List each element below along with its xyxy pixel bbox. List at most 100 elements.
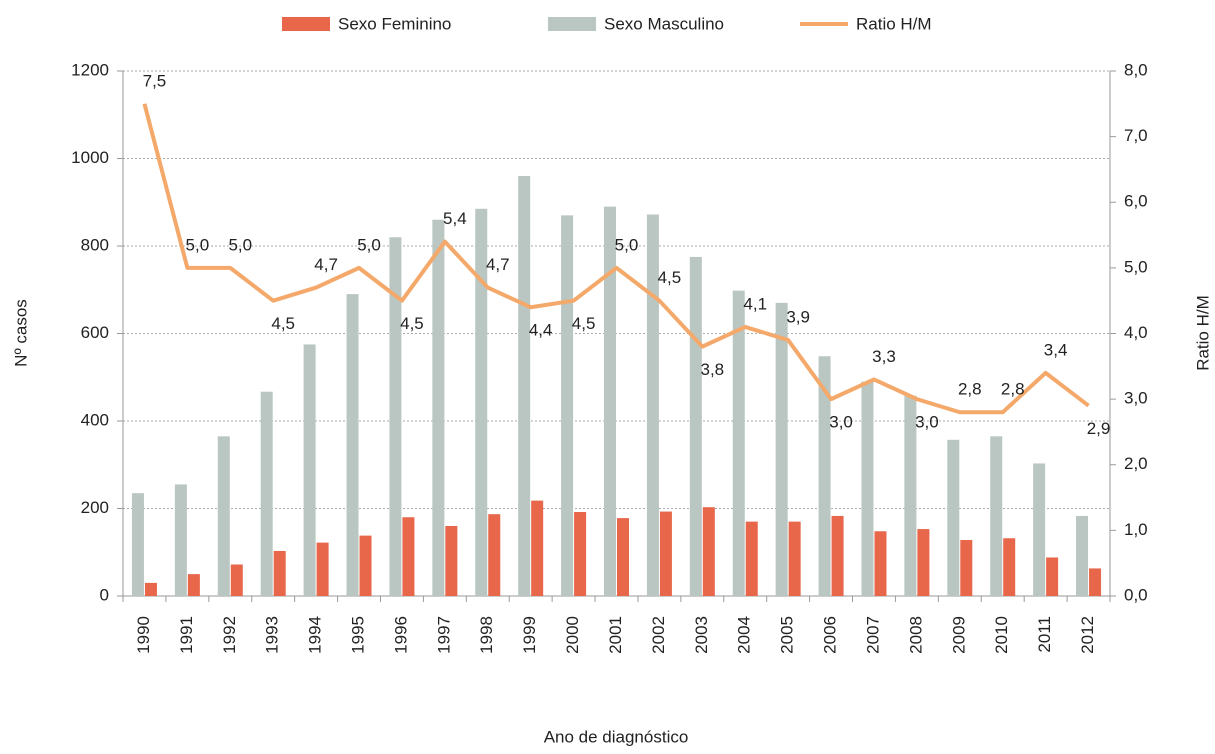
data-label: 3,0 — [829, 413, 853, 432]
ratio-line — [142, 103, 1090, 415]
legend-swatch — [282, 17, 330, 31]
data-label: 5,0 — [615, 235, 639, 254]
bar — [917, 529, 930, 596]
bar — [230, 564, 243, 596]
data-label: 4,7 — [486, 255, 510, 274]
bar — [174, 484, 187, 596]
x-tick-label: 1996 — [391, 616, 410, 654]
data-label: 5,0 — [186, 235, 210, 254]
x-tick-label: 2011 — [1035, 616, 1054, 653]
y2-tick-label: 1,0 — [1124, 520, 1148, 539]
y-tick-label: 1000 — [71, 148, 109, 167]
x-tick-label: 2007 — [863, 616, 882, 654]
legend-label: Sexo Masculino — [604, 14, 724, 33]
y2-tick-label: 3,0 — [1124, 389, 1148, 408]
bar — [359, 535, 372, 596]
bar — [346, 294, 359, 596]
data-label: 3,8 — [701, 360, 725, 379]
x-tick-label: 1995 — [349, 616, 368, 654]
y2-tick-label: 5,0 — [1124, 257, 1148, 276]
bar — [389, 237, 402, 596]
y2-axis-title: Ratio H/M — [1193, 295, 1212, 371]
x-tick-label: 1990 — [134, 616, 153, 654]
data-label: 4,5 — [400, 314, 424, 333]
y2-tick-label: 4,0 — [1124, 323, 1148, 342]
bar — [775, 302, 788, 596]
bar — [531, 500, 544, 596]
data-label: 4,5 — [572, 314, 596, 333]
bar — [788, 521, 801, 596]
data-label: 2,8 — [958, 380, 982, 399]
data-label: 4,5 — [271, 314, 295, 333]
x-tick-label: 1994 — [306, 616, 325, 654]
bar — [1089, 568, 1102, 596]
x-tick-label: 2010 — [992, 616, 1011, 654]
bar — [745, 521, 758, 596]
data-label: 5,4 — [443, 209, 467, 228]
x-tick-label: 2000 — [563, 616, 582, 654]
data-label: 2,8 — [1001, 380, 1025, 399]
data-label: 4,5 — [658, 268, 682, 287]
bar — [574, 512, 587, 596]
data-label: 4,4 — [529, 321, 553, 340]
bar — [617, 518, 629, 596]
x-tick-label: 1993 — [263, 616, 282, 654]
bar — [303, 344, 316, 596]
data-label: 5,0 — [228, 235, 252, 254]
x-tick-label: 2004 — [735, 616, 754, 654]
bar — [646, 214, 659, 596]
data-label: 7,5 — [143, 71, 167, 90]
bar — [960, 540, 973, 596]
bar — [659, 511, 672, 596]
y2-tick-label: 0,0 — [1124, 585, 1148, 604]
bar — [874, 531, 887, 596]
y-tick-label: 800 — [81, 235, 109, 254]
x-tick-label: 2009 — [949, 616, 968, 654]
y-tick-label: 400 — [81, 410, 109, 429]
data-label: 3,3 — [872, 347, 896, 366]
bar — [990, 436, 1003, 596]
x-tick-label: 1991 — [177, 616, 196, 654]
x-tick-label: 1992 — [220, 616, 239, 654]
bar — [702, 507, 715, 596]
bar — [1033, 463, 1046, 596]
legend-label: Sexo Feminino — [338, 14, 451, 33]
bar — [131, 493, 144, 596]
bar — [1076, 515, 1089, 596]
y-tick-label: 1200 — [71, 60, 109, 79]
bar — [475, 208, 488, 596]
bar — [402, 517, 415, 596]
x-tick-label: 1998 — [477, 616, 496, 654]
bar — [187, 574, 200, 596]
legend-swatch — [548, 17, 596, 31]
x-tick-label: 2006 — [821, 616, 840, 654]
bar — [432, 219, 445, 596]
y2-tick-label: 7,0 — [1124, 126, 1148, 145]
data-label: 4,1 — [743, 294, 767, 313]
data-label: 3,0 — [915, 413, 939, 432]
data-label: 3,4 — [1044, 340, 1068, 359]
x-tick-label: 2005 — [778, 616, 797, 654]
x-tick-label: 2008 — [906, 616, 925, 654]
bar — [316, 542, 329, 596]
data-label: 5,0 — [357, 235, 381, 254]
bar — [732, 290, 745, 596]
bar — [904, 395, 917, 596]
bar — [604, 206, 616, 596]
bar — [1003, 538, 1016, 596]
bar — [488, 514, 501, 596]
y-tick-label: 0 — [100, 585, 109, 604]
bar — [689, 256, 702, 596]
bar — [947, 439, 960, 596]
bar — [445, 526, 458, 596]
x-tick-label: 2012 — [1078, 616, 1097, 654]
data-label: 2,9 — [1087, 419, 1111, 438]
bar — [831, 515, 844, 596]
bar — [273, 550, 286, 596]
bar — [561, 215, 574, 596]
bar — [260, 391, 273, 596]
bar — [144, 582, 157, 596]
y-tick-label: 200 — [81, 498, 109, 517]
bar — [1046, 557, 1059, 596]
